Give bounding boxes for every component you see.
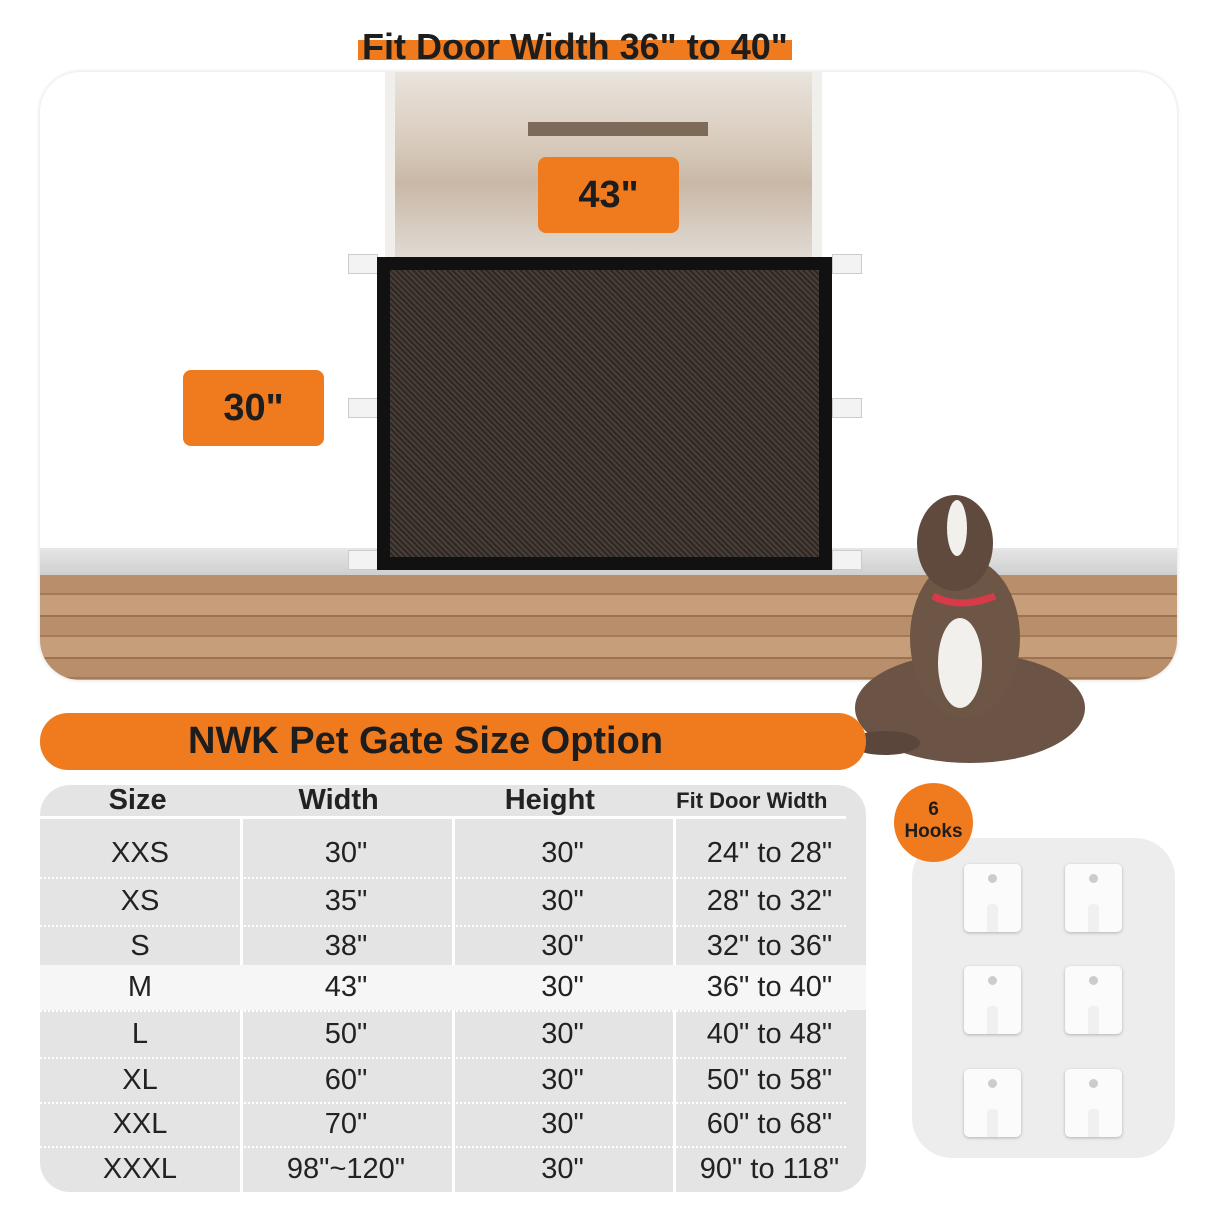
cell-fit-door-width: 50" to 58" [706, 1063, 833, 1096]
row-separator [40, 925, 846, 927]
cell-size: XXL [112, 1108, 168, 1140]
size-option-banner: NWK Pet Gate Size Option [40, 713, 866, 770]
dog-image [850, 495, 1085, 763]
cell-fit-door-width: 32" to 36" [706, 929, 833, 962]
cell-size: M [127, 971, 153, 1003]
table-row: XXXL 98"~120" 30" 90" to 118" [40, 1147, 866, 1192]
row-separator [40, 1146, 846, 1148]
wall-bracket [832, 398, 862, 418]
header-width: Width [298, 785, 379, 816]
adhesive-hook [1065, 966, 1122, 1034]
table-row: S 38" 30" 32" to 36" [40, 927, 866, 965]
cell-size: XS [120, 885, 160, 917]
cell-height: 30" [541, 929, 584, 962]
cell-width: 50" [324, 1018, 368, 1050]
cell-height: 30" [541, 1108, 584, 1140]
cell-width: 60" [324, 1063, 368, 1096]
wall-bracket [832, 550, 862, 570]
wall-bracket [348, 254, 378, 274]
cell-size: XXXL [102, 1153, 178, 1185]
cell-height: 30" [541, 971, 584, 1003]
hooks-label: Hooks [904, 821, 963, 842]
row-separator [40, 1057, 846, 1059]
cell-width: 70" [324, 1108, 368, 1140]
cell-height: 30" [541, 1063, 584, 1096]
cell-height: 30" [541, 885, 584, 917]
hooks-count: 6 [928, 799, 939, 820]
adhesive-hook [1065, 1069, 1122, 1137]
cell-width: 43" [324, 971, 368, 1003]
wall-bracket [348, 398, 378, 418]
cell-height: 30" [541, 837, 584, 869]
width-dimension-label: 43" [538, 157, 679, 233]
cell-height: 30" [541, 1153, 584, 1185]
cell-fit-door-width: 28" to 32" [706, 885, 833, 917]
height-dimension-label: 30" [183, 370, 324, 446]
header-size: Size [108, 785, 167, 816]
hooks-count-badge: 6 Hooks [894, 783, 973, 862]
cell-size: S [130, 929, 150, 962]
row-separator [40, 1010, 846, 1012]
table-row: XL 60" 30" 50" to 58" [40, 1058, 866, 1102]
header-fit-door-width: Fit Door Width [676, 787, 828, 813]
cell-width: 30" [324, 837, 368, 869]
table-row: XXS 30" 30" 24" to 28" [40, 830, 866, 877]
adhesive-hook [964, 864, 1021, 932]
adhesive-hook [964, 966, 1021, 1034]
cell-height: 30" [541, 1018, 584, 1050]
cell-fit-door-width: 60" to 68" [706, 1108, 833, 1140]
cell-size: L [131, 1018, 149, 1050]
table-row: M 43" 30" 36" to 40" [40, 965, 866, 1010]
cell-size: XXS [110, 837, 170, 869]
cell-width: 38" [324, 929, 368, 962]
size-table: Size Width Height Fit Door Width XXS 30" 3… [40, 785, 866, 1192]
cell-fit-door-width: 40" to 48" [706, 1018, 833, 1050]
table-row: XS 35" 30" 28" to 32" [40, 878, 866, 925]
mesh-gate [377, 257, 832, 570]
cell-fit-door-width: 36" to 40" [706, 971, 833, 1003]
adhesive-hook [964, 1069, 1021, 1137]
cell-fit-door-width: 90" to 118" [699, 1153, 840, 1185]
wall-bracket [832, 254, 862, 274]
table-row: XXL 70" 30" 60" to 68" [40, 1103, 866, 1146]
cell-width: 35" [324, 885, 368, 917]
wall-bracket [348, 550, 378, 570]
row-separator [40, 877, 846, 879]
cell-width: 98"~120" [286, 1153, 406, 1185]
page-title: Fit Door Width 36" to 40" [358, 29, 792, 65]
background-table [528, 122, 708, 136]
table-header: Size Width Height Fit Door Width [40, 785, 846, 819]
row-separator [40, 1102, 846, 1104]
cell-fit-door-width: 24" to 28" [706, 837, 833, 869]
adhesive-hook [1065, 864, 1122, 932]
header-height: Height [504, 785, 595, 816]
table-row: L 50" 30" 40" to 48" [40, 1012, 866, 1057]
hooks-panel [912, 838, 1175, 1158]
cell-size: XL [122, 1063, 158, 1096]
